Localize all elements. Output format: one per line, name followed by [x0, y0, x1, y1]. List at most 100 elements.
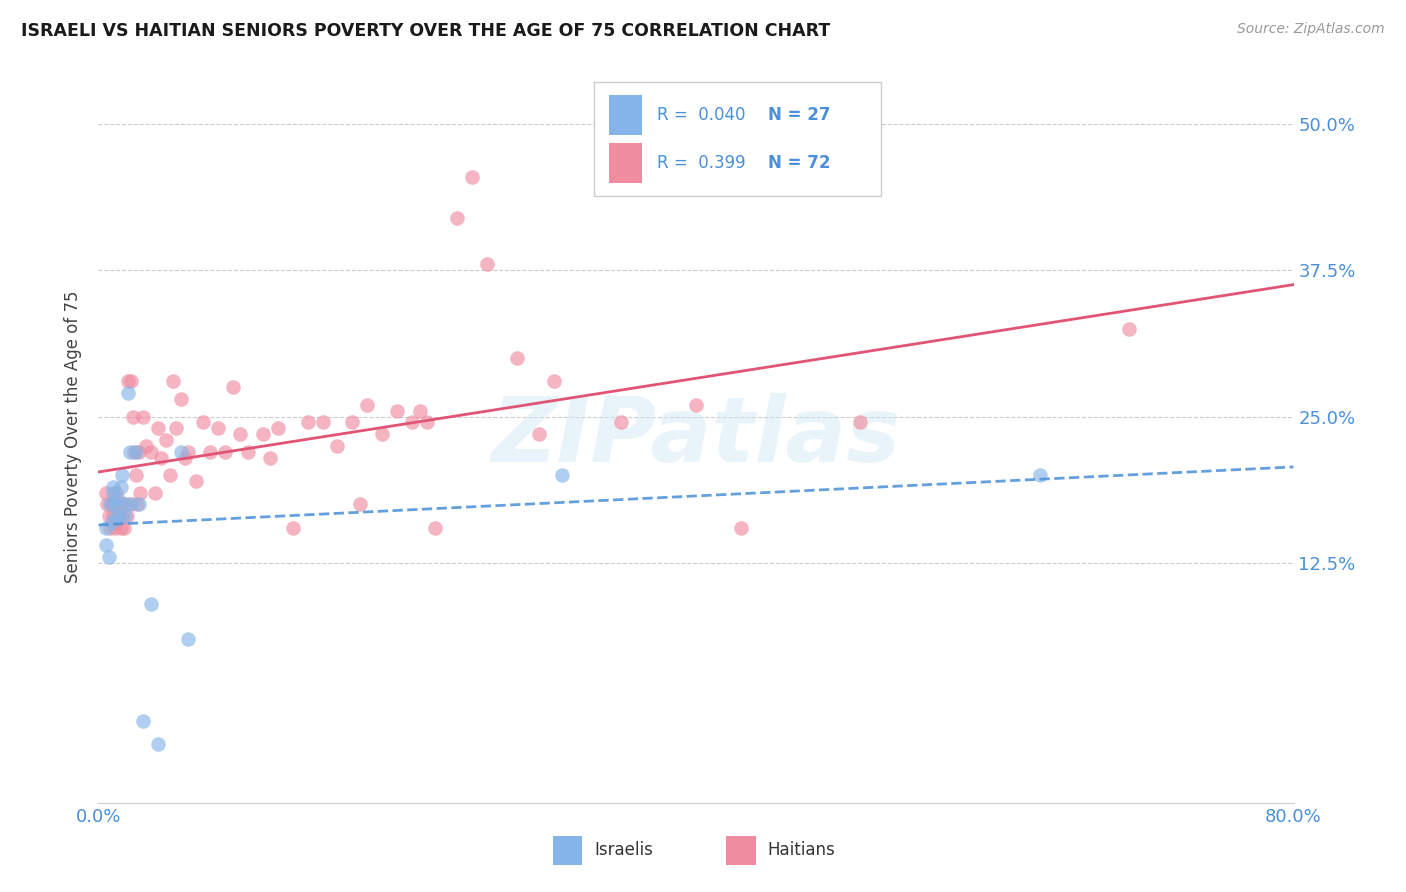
Point: [120, 375, 142, 389]
Point: [101, 515, 124, 529]
Point: [222, 380, 245, 394]
Point: [177, 632, 200, 646]
Text: Haitians: Haitians: [768, 841, 835, 859]
Point: [730, 521, 752, 535]
Point: [101, 497, 124, 511]
Point: [121, 409, 143, 424]
Point: [120, 497, 142, 511]
Point: [135, 439, 157, 453]
Point: [114, 497, 136, 511]
Point: [110, 480, 132, 494]
Point: [124, 444, 146, 458]
Point: [550, 468, 572, 483]
Text: Israelis: Israelis: [595, 841, 654, 859]
Point: [229, 427, 252, 442]
Point: [148, 737, 170, 751]
Point: [111, 509, 134, 524]
Point: [849, 416, 872, 430]
FancyBboxPatch shape: [553, 836, 582, 865]
Point: [200, 444, 222, 458]
Point: [184, 474, 207, 488]
Point: [139, 597, 162, 611]
Point: [1118, 322, 1140, 336]
Point: [111, 468, 134, 483]
Text: ZIPatlas: ZIPatlas: [492, 393, 900, 481]
Point: [129, 485, 152, 500]
Point: [128, 444, 150, 458]
Point: [114, 509, 136, 524]
Point: [148, 421, 170, 435]
Point: [252, 427, 274, 442]
Point: [108, 509, 131, 524]
Point: [342, 416, 364, 430]
Point: [118, 497, 141, 511]
Text: R =  0.040: R = 0.040: [657, 106, 745, 124]
Point: [112, 521, 135, 535]
Point: [127, 497, 149, 511]
Point: [103, 509, 125, 524]
Point: [107, 497, 129, 511]
Point: [385, 403, 409, 417]
Point: [159, 468, 181, 483]
Point: [94, 538, 117, 552]
Point: [423, 521, 446, 535]
Point: [506, 351, 529, 365]
Point: [125, 444, 148, 458]
Point: [1028, 468, 1050, 483]
Point: [177, 444, 200, 458]
Point: [356, 398, 378, 412]
Point: [132, 714, 155, 728]
Point: [104, 497, 127, 511]
Point: [96, 497, 118, 511]
Point: [371, 427, 394, 442]
Point: [94, 485, 117, 500]
Point: [110, 521, 132, 535]
Text: N = 27: N = 27: [768, 106, 830, 124]
FancyBboxPatch shape: [609, 143, 643, 183]
Point: [259, 450, 281, 465]
Point: [527, 427, 550, 442]
Point: [132, 409, 155, 424]
Text: N = 72: N = 72: [768, 153, 830, 172]
Point: [475, 257, 498, 271]
Point: [408, 403, 430, 417]
Point: [267, 421, 290, 435]
Point: [98, 521, 122, 535]
Point: [349, 497, 371, 511]
Point: [281, 521, 304, 535]
Point: [174, 450, 197, 465]
Point: [143, 485, 166, 500]
Point: [236, 444, 259, 458]
Point: [685, 398, 707, 412]
Point: [461, 169, 484, 184]
Point: [105, 509, 128, 524]
Point: [103, 480, 125, 494]
Text: ISRAELI VS HAITIAN SENIORS POVERTY OVER THE AGE OF 75 CORRELATION CHART: ISRAELI VS HAITIAN SENIORS POVERTY OVER …: [21, 22, 831, 40]
Point: [207, 421, 229, 435]
Point: [98, 497, 122, 511]
FancyBboxPatch shape: [725, 836, 756, 865]
Point: [543, 375, 565, 389]
Point: [169, 392, 191, 406]
Point: [191, 416, 214, 430]
Text: Source: ZipAtlas.com: Source: ZipAtlas.com: [1237, 22, 1385, 37]
Y-axis label: Seniors Poverty Over the Age of 75: Seniors Poverty Over the Age of 75: [65, 291, 83, 583]
Point: [94, 521, 117, 535]
Point: [165, 421, 187, 435]
Point: [214, 444, 236, 458]
Point: [104, 521, 127, 535]
Point: [326, 439, 349, 453]
FancyBboxPatch shape: [595, 82, 882, 195]
Point: [169, 444, 191, 458]
Point: [108, 509, 131, 524]
Point: [112, 497, 135, 511]
Point: [118, 444, 141, 458]
Point: [416, 416, 439, 430]
Point: [117, 386, 139, 401]
Point: [401, 416, 423, 430]
Point: [610, 416, 633, 430]
Point: [150, 450, 173, 465]
Point: [97, 549, 120, 564]
Point: [128, 497, 150, 511]
Point: [297, 416, 319, 430]
